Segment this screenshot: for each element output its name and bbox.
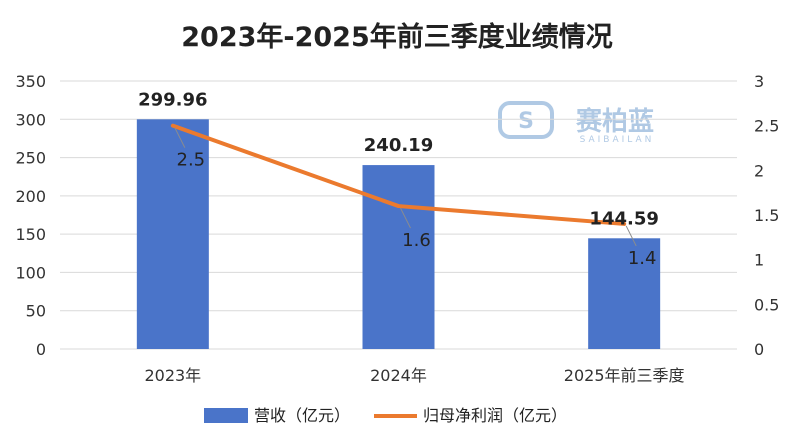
left-tick-label: 100: [15, 263, 46, 282]
line-label-leader: [625, 225, 637, 247]
line-series: [170, 123, 627, 226]
bar-value-label: 240.19: [364, 135, 433, 156]
legend-label: 营收（亿元）: [254, 406, 350, 425]
watermark-logo-glyph: S: [518, 109, 534, 134]
bar: [588, 238, 661, 349]
right-tick-label: 0.5: [754, 295, 779, 314]
right-tick-label: 2: [754, 161, 764, 180]
category-label: 2023年: [144, 366, 201, 385]
watermark-logo-frame: [498, 101, 554, 139]
left-tick-label: 300: [15, 110, 46, 129]
legend: 营收（亿元） 归母净利润（亿元）: [204, 406, 567, 425]
left-tick-label: 200: [15, 187, 46, 206]
line-value-label: 1.4: [628, 248, 657, 269]
data-labels: 299.96 240.19 144.59 2.5 1.6 1.4: [138, 89, 659, 269]
line-label-leader: [174, 127, 186, 148]
bar: [136, 119, 209, 349]
category-label: 2025年前三季度: [564, 366, 685, 385]
watermark-name: 赛柏蓝: [575, 106, 654, 137]
left-axis: 0 50 100 150 200 250 300 350: [15, 72, 46, 359]
line-point: [397, 204, 400, 208]
bar: [362, 165, 435, 349]
left-tick-label: 50: [26, 302, 46, 321]
right-tick-label: 2.5: [754, 117, 779, 136]
line-value-label: 1.6: [402, 230, 431, 251]
legend-swatch-bar: [204, 408, 248, 423]
category-axis: 2023年 2024年 2025年前三季度: [144, 366, 684, 385]
line-point: [622, 222, 626, 226]
right-tick-label: 1.5: [754, 206, 779, 225]
line-value-label: 2.5: [177, 150, 206, 171]
chart-title: 2023年-2025年前三季度业绩情况: [181, 21, 613, 53]
left-tick-label: 0: [36, 340, 46, 359]
category-label: 2024年: [370, 366, 427, 385]
bar-value-label: 144.59: [589, 208, 658, 229]
watermark-logo: S 赛柏蓝 SAIBAILAN: [498, 101, 655, 145]
watermark-sub: SAIBAILAN: [580, 135, 655, 145]
right-tick-label: 0: [754, 340, 764, 359]
legend-label: 归母净利润（亿元）: [423, 406, 567, 425]
left-tick-label: 350: [15, 72, 46, 91]
line-label-leader: [400, 207, 411, 229]
left-tick-label: 150: [15, 225, 46, 244]
right-tick-label: 1: [754, 251, 764, 270]
line-point: [171, 124, 175, 128]
right-axis: 0 0.5 1 1.5 2 2.5 3: [754, 72, 779, 359]
left-tick-label: 250: [15, 149, 46, 168]
bar-value-label: 299.96: [138, 89, 207, 110]
right-tick-label: 3: [754, 72, 764, 91]
